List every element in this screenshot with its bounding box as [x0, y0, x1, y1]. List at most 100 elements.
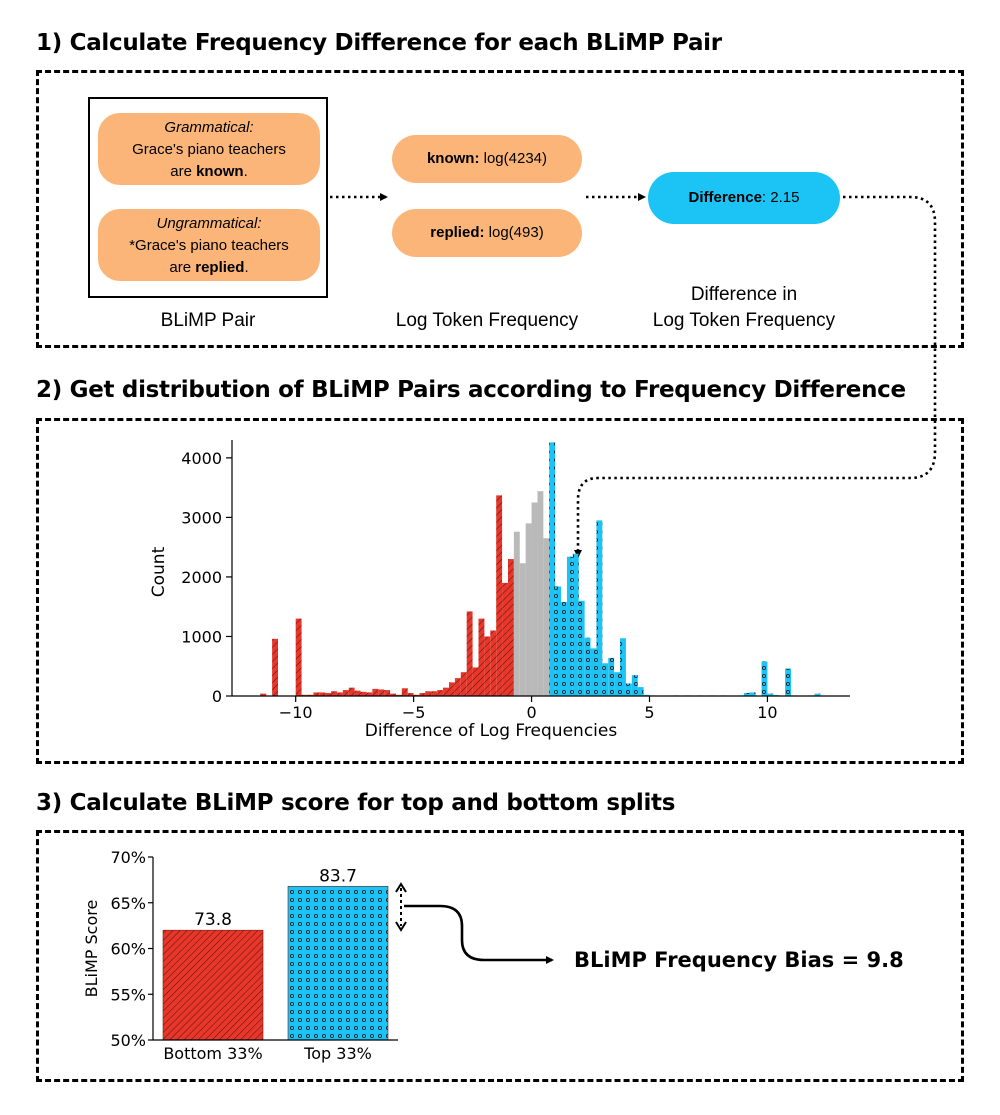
histogram-bar-bottom — [354, 690, 361, 696]
histogram-bar-top — [761, 661, 768, 696]
histogram-bar-top — [549, 442, 556, 696]
histogram-bar-bottom — [319, 692, 326, 696]
histogram-bar-bottom — [437, 690, 444, 696]
histogram-bar-middle — [543, 538, 550, 696]
section1-box — [36, 70, 964, 348]
difference-value: : 2.15 — [761, 189, 800, 206]
token-replied-value: log(493) — [484, 224, 544, 241]
score-bar-category-label: Top 33% — [303, 1044, 372, 1063]
histogram-bar-bottom — [348, 687, 355, 696]
histogram-x-axis-label: Difference of Log Frequencies — [365, 721, 618, 741]
histogram-bar-bottom — [260, 693, 267, 696]
histogram-bar-top — [596, 520, 603, 696]
blimp-pair-box: Grammatical: Grace's piano teachers are … — [88, 97, 328, 298]
histogram-bar-top — [749, 692, 756, 696]
score-y-tick-label: 65% — [110, 894, 146, 913]
histogram-bar-bottom — [496, 495, 503, 696]
ungrammatical-word: replied — [195, 259, 245, 276]
histogram-bar-bottom — [360, 691, 367, 696]
token-replied-word: replied: — [430, 224, 485, 241]
histogram-bar-bottom — [507, 559, 514, 696]
score-bar-value-label: 73.8 — [194, 910, 232, 930]
grammatical-word: known — [196, 163, 244, 180]
histogram-bar-top — [814, 693, 821, 696]
ungrammatical-sentence-end: . — [244, 259, 249, 276]
histogram-x-tick-label: −5 — [402, 703, 426, 722]
histogram-bar-bottom — [431, 691, 438, 696]
bias-bracket — [395, 882, 407, 932]
token-known-pill: known: log(4234) — [392, 135, 582, 183]
score-y-tick-label: 60% — [110, 940, 146, 959]
histogram-y-tick-label: 1000 — [181, 627, 222, 646]
histogram-bar-bottom — [466, 611, 473, 696]
score-y-tick-label: 70% — [110, 848, 146, 867]
histogram-bar-top — [578, 600, 585, 696]
score-y-tick-label: 55% — [110, 985, 146, 1004]
ungrammatical-sentence-pill: Ungrammatical: *Grace's piano teachers a… — [98, 209, 320, 281]
histogram-bar-middle — [537, 491, 544, 696]
histogram-bar-top — [602, 663, 609, 696]
token-known-value: log(4234) — [479, 150, 548, 167]
histogram-bar-bottom — [478, 618, 485, 696]
difference-caption-line2: Log Token Frequency — [652, 310, 836, 331]
histogram-bar-top — [767, 693, 774, 696]
section2-box — [36, 418, 964, 764]
histogram-bar-top — [637, 687, 644, 696]
histogram-y-tick-label: 2000 — [181, 568, 222, 587]
pair-caption: BLiMP Pair — [160, 310, 256, 331]
histogram-bar-middle — [531, 502, 538, 696]
histogram-bar-top — [743, 693, 750, 696]
score-bar-category-label: Bottom 33% — [163, 1044, 262, 1063]
histogram-bar-bottom — [325, 693, 332, 696]
histogram-bar-bottom — [401, 688, 408, 696]
difference-pill: Difference: 2.15 — [648, 172, 840, 224]
score-bar-chart: 73.8 Bottom 33% 83.7 Top 33% 50% 55% 60% 65% 70%… — [82, 848, 398, 1063]
frequency-bias-result: BLiMP Frequency Bias = 9.8 — [574, 948, 904, 972]
arrow-to-bias — [404, 904, 554, 964]
histogram-bar-bottom — [454, 678, 461, 696]
histogram-bar-top — [620, 638, 626, 696]
grammatical-label: Grammatical: — [164, 119, 254, 136]
histogram-bar-bottom — [384, 690, 391, 696]
histogram-bar-bottom — [425, 691, 432, 696]
score-bar-top — [287, 885, 389, 1041]
histogram-bar-bottom — [407, 693, 414, 696]
grammatical-sentence-pill: Grammatical: Grace's piano teachers are … — [98, 113, 320, 185]
histogram-bar-top — [590, 648, 597, 696]
histogram-x-tick-label: 10 — [757, 703, 777, 722]
histogram-bar-middle — [513, 531, 520, 696]
token-caption: Log Token Frequency — [395, 310, 579, 331]
ungrammatical-sentence-line2-start: are — [169, 259, 196, 276]
histogram-bar-bottom — [443, 687, 450, 696]
histogram-bar-top — [561, 601, 567, 696]
section1-title: 1) Calculate Frequency Difference for ea… — [36, 30, 722, 56]
histogram-bar-bottom — [449, 682, 455, 696]
histogram-y-tick-label: 0 — [212, 687, 222, 706]
grammatical-sentence-line2-start: are — [170, 163, 197, 180]
score-bar-value-label: 83.7 — [319, 866, 357, 886]
histogram-bar-bottom — [295, 618, 302, 696]
histogram-x-tick-label: 5 — [644, 703, 654, 722]
histogram-bar-bottom — [336, 692, 343, 696]
histogram-bar-bottom — [472, 667, 479, 696]
histogram-bar-bottom — [460, 672, 467, 696]
histogram-x-tick-label: −10 — [279, 703, 313, 722]
section3-box — [36, 830, 964, 1082]
histogram-bar-top — [555, 586, 562, 696]
histogram-bar-middle — [519, 563, 526, 696]
histogram-bar-top — [785, 668, 792, 696]
histogram-bar-top — [566, 556, 573, 696]
score-y-tick-label: 50% — [110, 1031, 146, 1050]
histogram-bar-bottom — [366, 692, 373, 696]
histogram-bar-bottom — [502, 582, 508, 696]
histogram-bar-middle — [525, 523, 532, 696]
histogram-bar-bottom — [313, 692, 320, 696]
histogram-bar-bottom — [390, 693, 396, 696]
score-y-axis-label: BLiMP Score — [82, 900, 101, 998]
histogram-bar-bottom — [331, 691, 337, 696]
histogram-bar-bottom — [378, 689, 385, 696]
histogram-bar-bottom — [372, 688, 379, 696]
histogram-x-tick-label: 0 — [526, 703, 536, 722]
histogram-bar-top — [572, 553, 579, 696]
histogram-bar-top — [608, 657, 615, 696]
